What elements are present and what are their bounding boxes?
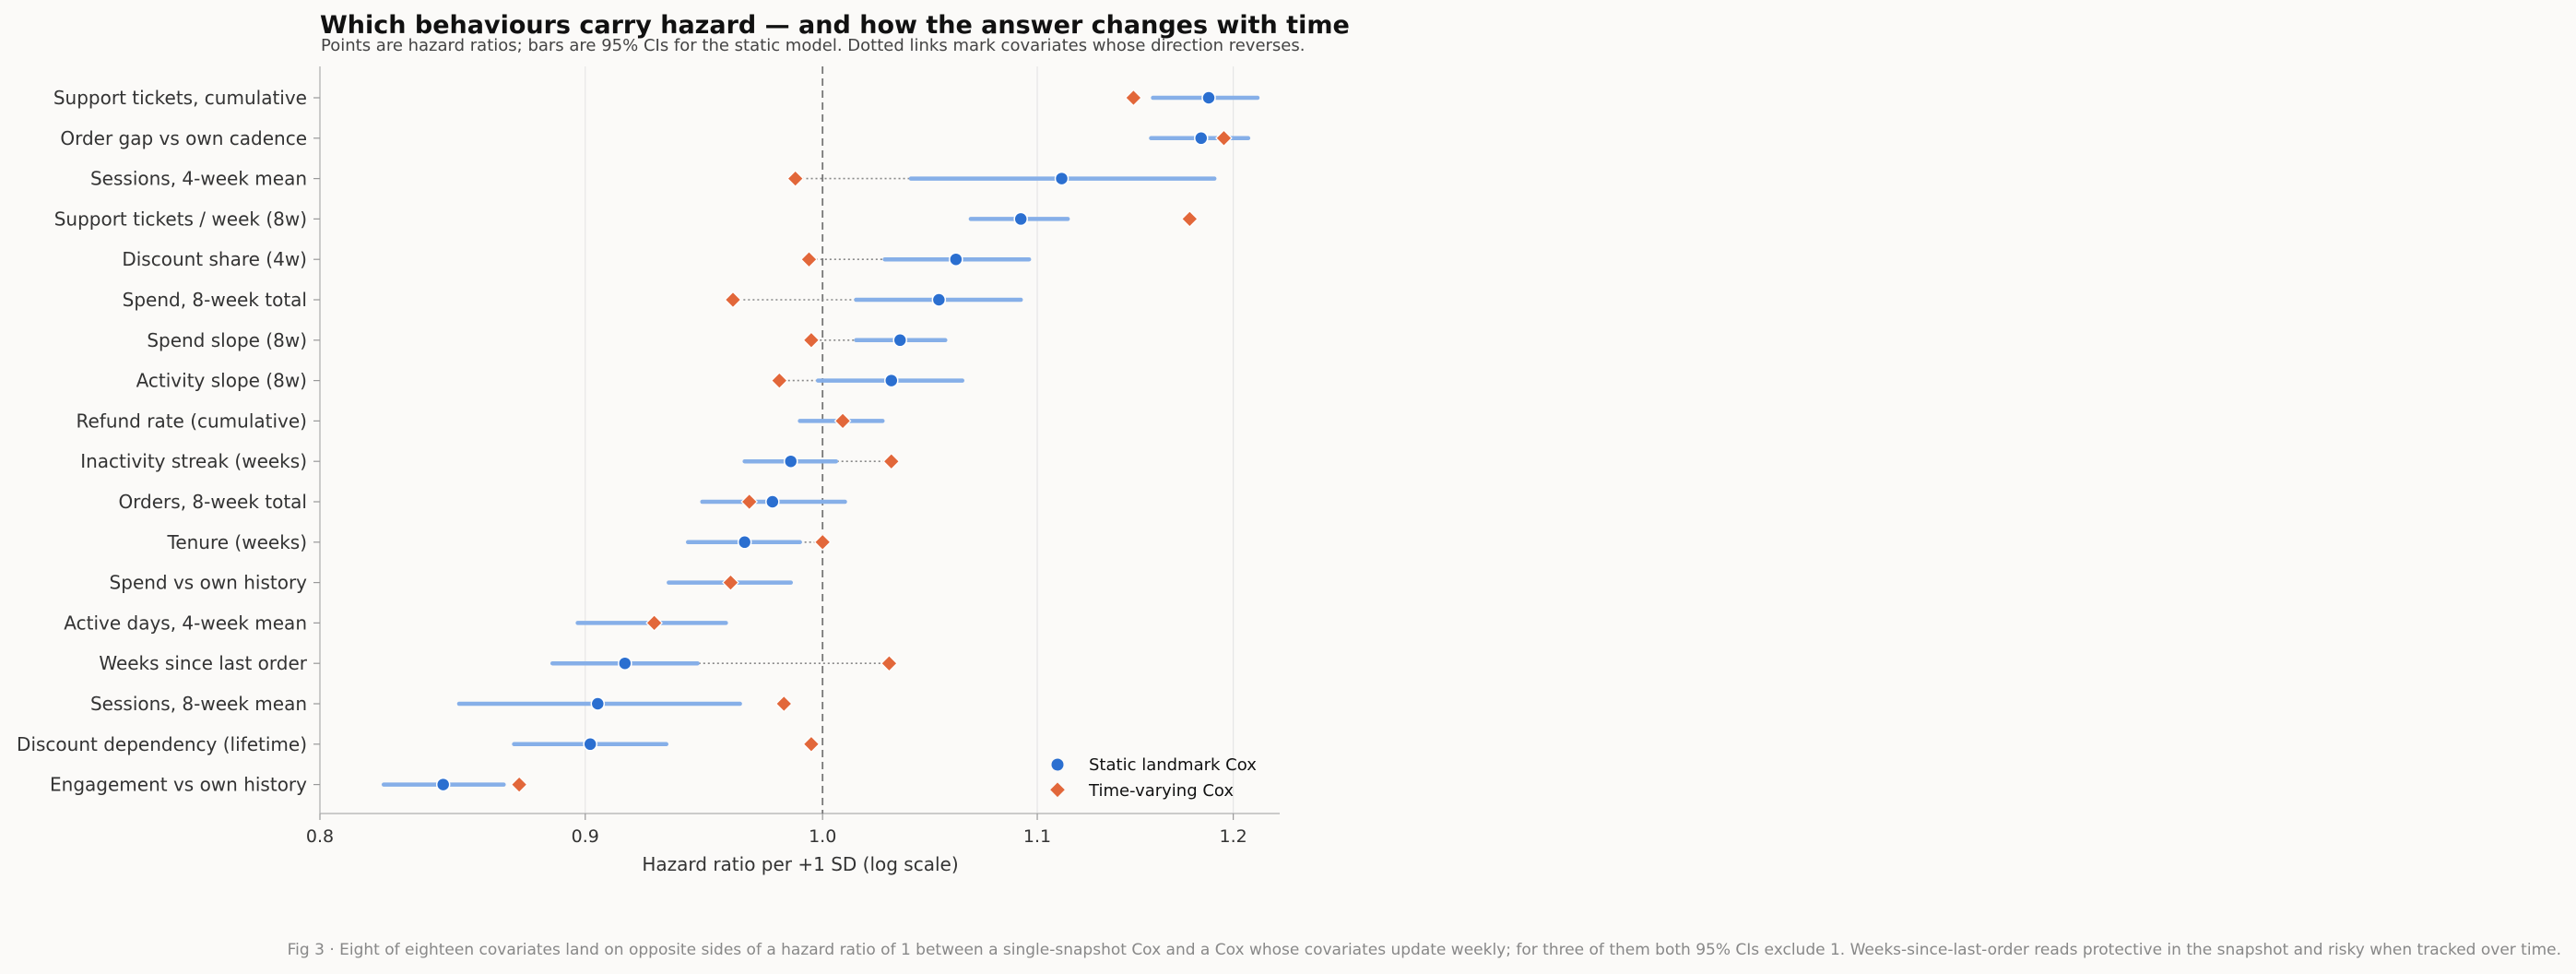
y-tick-label: Sessions, 4-week mean (90, 168, 307, 190)
x-tick-label: 1.1 (1023, 826, 1051, 847)
y-tick-label: Orders, 8-week total (118, 491, 307, 513)
time-varying-point (802, 735, 821, 754)
static-point (783, 454, 798, 469)
figure-caption: Fig 3 · Eight of eighteen covariates lan… (288, 941, 2561, 959)
time-varying-point (645, 614, 663, 632)
x-tick-labels: 0.8 0.9 1.0 1.1 1.2 (306, 814, 1247, 847)
legend-tv-label: Time-varying Cox (1088, 781, 1234, 801)
y-tick-label: Refund rate (cumulative) (76, 410, 307, 432)
confidence-intervals (382, 95, 1260, 787)
static-point (435, 777, 451, 792)
x-tick-label: 1.0 (809, 826, 836, 847)
chart-title: Which behaviours carry hazard — and how … (320, 11, 1350, 40)
time-varying-point (786, 170, 805, 187)
y-tick-label: Inactivity streak (weeks) (80, 450, 307, 472)
y-tick-label: Support tickets, cumulative (53, 87, 307, 109)
time-varying-point (882, 452, 901, 470)
grid-lines (585, 66, 1235, 814)
time-varying-points (510, 89, 1233, 793)
chart-subtitle: Points are hazard ratios; bars are 95% C… (321, 36, 1305, 55)
axes (319, 66, 1280, 814)
static-point (618, 656, 632, 671)
y-tick-label: Discount dependency (lifetime) (17, 733, 307, 755)
static-point (931, 292, 947, 307)
y-tick-label: Discount share (4w) (122, 248, 307, 270)
static-point (1054, 171, 1069, 186)
time-varying-point (510, 776, 528, 793)
time-varying-point (774, 695, 793, 713)
y-tick-label: Order gap vs own cadence (60, 127, 307, 149)
time-varying-point (1181, 210, 1199, 228)
time-varying-point (724, 291, 742, 309)
static-point (1013, 211, 1028, 227)
x-tick-label: 1.2 (1220, 826, 1247, 847)
time-varying-point (722, 574, 739, 591)
static-point (1201, 90, 1216, 105)
legend-static-marker (1051, 758, 1064, 771)
static-point (590, 696, 606, 711)
time-varying-point (813, 533, 832, 552)
time-varying-point (740, 493, 759, 511)
static-point (737, 535, 752, 550)
y-tick-label: Spend vs own history (110, 572, 308, 594)
static-point (884, 373, 899, 388)
time-varying-point (833, 412, 852, 430)
static-point (1194, 131, 1209, 146)
y-tick-label: Weeks since last order (99, 652, 307, 674)
x-axis-label: Hazard ratio per +1 SD (log scale) (642, 853, 958, 875)
y-tick-label: Support tickets / week (8w) (54, 208, 307, 230)
static-points (435, 90, 1216, 792)
time-varying-point (1215, 129, 1233, 148)
y-tick-label: Spend, 8-week total (123, 289, 307, 311)
time-varying-point (802, 331, 821, 350)
x-tick-label: 0.9 (572, 826, 599, 847)
y-tick-label: Active days, 4-week mean (64, 612, 307, 634)
static-point (892, 333, 907, 348)
time-varying-point (1125, 89, 1142, 107)
y-tick-label: Activity slope (8w) (136, 370, 307, 392)
time-varying-point (770, 372, 788, 389)
static-point (949, 252, 963, 267)
legend-tv-marker (1050, 782, 1065, 798)
time-varying-point (880, 654, 898, 672)
legend-static-label: Static landmark Cox (1089, 755, 1257, 775)
y-tick-label: Sessions, 8-week mean (90, 693, 307, 715)
legend: Static landmark Cox Time-varying Cox (1050, 755, 1257, 801)
y-tick-label: Spend slope (8w) (147, 329, 307, 351)
time-varying-point (800, 250, 818, 268)
static-point (765, 494, 780, 509)
static-point (583, 737, 597, 752)
y-tick-label: Engagement vs own history (50, 774, 307, 796)
y-tick-label: Tenure (weeks) (167, 531, 308, 553)
x-tick-label: 0.8 (306, 826, 334, 847)
y-tick-labels: Support tickets, cumulative Order gap vs … (17, 87, 320, 796)
